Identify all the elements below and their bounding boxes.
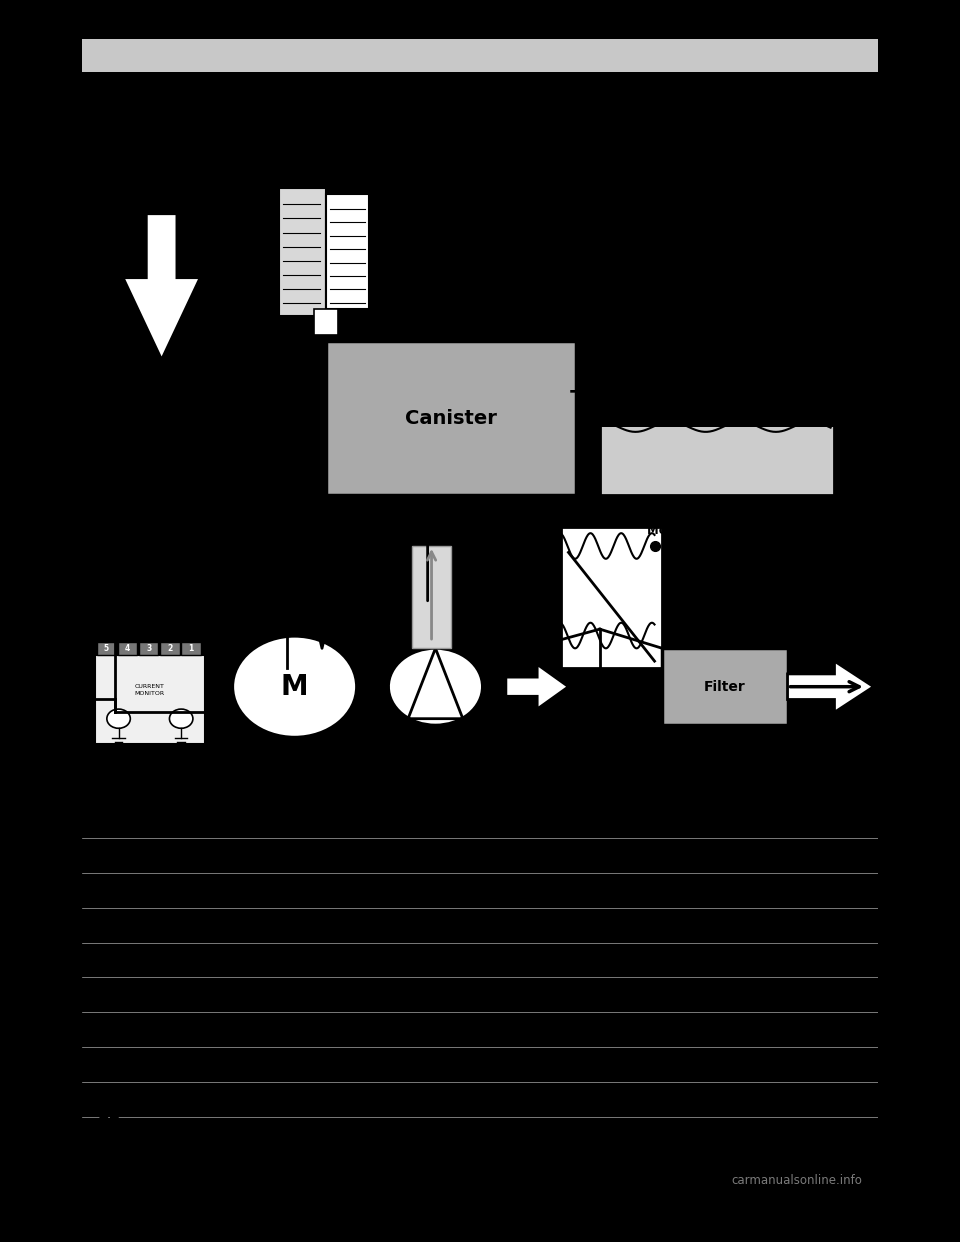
Bar [412,546,451,648]
Text: 3: 3 [146,643,152,653]
Text: PHASE 2 -  LEAK DETECTION: PHASE 2 - LEAK DETECTION [98,79,338,94]
Circle shape [169,709,193,728]
Text: +: + [567,383,585,402]
Text: 22: 22 [98,1105,121,1123]
Text: 2: 2 [167,643,173,653]
Text: M: M [281,673,308,700]
Text: CURRENT
MONITOR: CURRENT MONITOR [134,684,165,696]
Text: 5: 5 [104,643,109,653]
Text: +: + [294,383,311,402]
Text: Throttle: Throttle [121,143,172,153]
Text: Canister: Canister [405,409,497,427]
Text: Filter: Filter [704,679,746,694]
Bar [561,527,662,667]
Bar [160,642,180,655]
Bar [212,622,228,655]
Circle shape [107,709,131,728]
Text: Valve: Valve [418,524,453,537]
Text: Plate: Plate [121,163,153,173]
Text: Electric: Electric [647,502,696,514]
Bar [600,427,834,494]
Polygon shape [123,214,201,360]
Bar [82,40,878,72]
Bar [325,342,576,494]
Bar [216,502,717,744]
Bar [181,642,201,655]
Text: Fresh Air: Fresh Air [787,738,851,751]
Text: Valve: Valve [381,207,417,220]
Text: ister trapping  hydrocarbon vapor and venting air to atmosphere through the filt: ister trapping hydrocarbon vapor and ven… [98,804,607,816]
Text: 4: 4 [125,643,131,653]
Bar [95,655,204,744]
Text: Motor LDP: Motor LDP [647,524,716,537]
Text: with the stored reference measurement over a duration of time.: with the stored reference measurement ov… [98,145,492,158]
Text: Tank: Tank [684,354,750,378]
Text: M54engMS43/ST039/3/17/00: M54engMS43/ST039/3/17/00 [98,1129,248,1139]
Text: the change over valve. This allows the stored pressure to vent thorough the char: the change over valve. This allows the s… [98,786,651,799]
Text: Pump: Pump [417,744,454,758]
Text: Change-Over: Change-Over [393,502,479,514]
Bar [212,578,228,610]
Text: Purge: Purge [381,181,420,195]
Polygon shape [787,661,874,713]
Text: Once the test is concluded, the ECM stops the pump motor and immediately de-ener: Once the test is concluded, the ECM stop… [98,769,651,781]
Text: T: T [454,628,465,643]
Bar [279,188,326,315]
Bar [314,309,338,335]
Bar [118,642,137,655]
Bar [97,642,116,655]
Text: T: T [399,628,409,643]
Circle shape [389,648,482,725]
Bar [325,194,369,309]
Text: tem through the Charcoal Canister,  The ECM monitors the current flow and compar: tem through the Charcoal Canister, The E… [98,128,639,140]
Text: Orifice: Orifice [220,585,252,595]
Polygon shape [506,664,568,709]
Text: carmanualsonline.info: carmanualsonline.info [732,1174,862,1186]
Text: 0.5mm: 0.5mm [220,546,254,556]
Bar [139,642,158,655]
Text: 1: 1 [188,643,194,653]
Text: The ECM energizes the Change Over Valve allowing the pressurized air to enter th: The ECM energizes the Change Over Valve … [98,111,664,123]
Text: Engine: Engine [121,309,174,323]
Circle shape [232,636,357,738]
Bar [662,648,787,725]
Text: Reference: Reference [220,565,270,575]
